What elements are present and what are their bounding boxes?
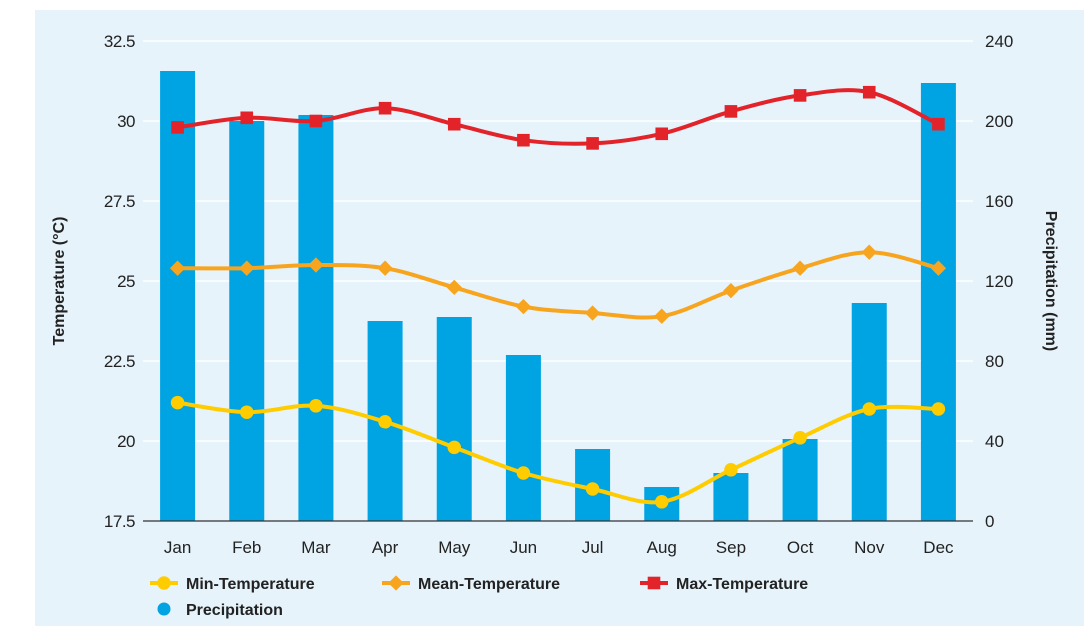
precipitation-bar-dec xyxy=(920,83,956,521)
y-left-tick-label: 17.5 xyxy=(104,512,135,531)
min-temperature-point-apr xyxy=(378,415,392,429)
precipitation-bar-mar xyxy=(298,115,334,521)
legend-label-max-temperature: Max-Temperature xyxy=(676,576,808,593)
max-temperature-point-may xyxy=(447,117,461,131)
y-left-tick-label: 20 xyxy=(117,432,135,451)
max-temperature-point-mar xyxy=(309,114,323,128)
legend-marker-precipitation xyxy=(157,602,171,616)
legend-marker-max-temperature xyxy=(647,576,661,590)
max-temperature-point-apr xyxy=(378,101,392,115)
min-temperature-point-sep xyxy=(724,463,738,477)
precipitation-bar-oct xyxy=(782,439,818,521)
min-temperature-point-nov xyxy=(862,402,876,416)
min-temperature-point-dec xyxy=(931,402,946,416)
precipitation-bar-may xyxy=(436,317,472,521)
mean-temperature-point-dec xyxy=(930,260,947,276)
x-tick-label-mar: Mar xyxy=(301,538,331,557)
mean-temperature-point-jun xyxy=(515,298,532,315)
max-temperature-point-nov xyxy=(862,85,876,99)
x-tick-label-jan: Jan xyxy=(164,538,191,557)
min-temperature-point-mar xyxy=(309,399,323,413)
max-temperature-point-sep xyxy=(724,105,738,118)
mean-temperature-point-mar xyxy=(308,257,324,273)
x-tick-label-oct: Oct xyxy=(787,538,814,557)
y-right-tick-label: 240 xyxy=(985,32,1013,51)
x-tick-label-may: May xyxy=(438,538,471,557)
max-temperature-point-jul xyxy=(586,137,599,150)
precipitation-bar-jun xyxy=(505,355,541,521)
min-temperature-point-oct xyxy=(793,431,807,445)
mean-temperature-point-jan xyxy=(169,260,186,276)
y-right-tick-label: 120 xyxy=(985,272,1013,291)
legend-marker-mean-temperature xyxy=(388,575,404,591)
max-temperature-point-feb xyxy=(240,111,254,125)
max-temperature-point-aug xyxy=(655,127,669,141)
y-left-tick-label: 32.5 xyxy=(104,32,135,51)
min-temperature-point-jan xyxy=(170,395,185,410)
x-tick-label-apr: Apr xyxy=(372,538,399,557)
y-right-tick-label: 80 xyxy=(985,352,1004,371)
legend-marker-min-temperature xyxy=(157,576,171,590)
y-right-tick-label: 40 xyxy=(985,432,1004,451)
max-temperature-point-jan xyxy=(171,121,184,134)
chart-background xyxy=(35,10,1084,626)
max-temperature-line xyxy=(177,88,940,146)
precipitation-bar-feb xyxy=(229,121,265,521)
max-temperature-point-jun xyxy=(517,133,530,147)
y-left-tick-label: 30 xyxy=(117,112,135,131)
mean-temperature-point-feb xyxy=(239,260,255,276)
min-temperature-point-jun xyxy=(516,466,531,480)
mean-temperature-point-sep xyxy=(723,282,739,299)
min-temperature-point-aug xyxy=(655,495,669,509)
y-right-tick-label: 0 xyxy=(985,512,994,531)
y-left-tick-label: 27.5 xyxy=(104,192,135,211)
max-temperature-point-oct xyxy=(793,89,807,102)
legend-label-min-temperature: Min-Temperature xyxy=(186,576,315,593)
x-tick-label-sep: Sep xyxy=(716,538,746,557)
mean-temperature-point-jul xyxy=(584,305,601,321)
x-tick-label-jun: Jun xyxy=(510,538,537,557)
y-right-tick-label: 160 xyxy=(985,192,1013,211)
x-tick-label-jul: Jul xyxy=(582,538,604,557)
mean-temperature-point-apr xyxy=(377,260,393,276)
precipitation-bar-jan xyxy=(160,71,196,521)
mean-temperature-point-aug xyxy=(654,308,670,324)
min-temperature-point-feb xyxy=(240,405,254,419)
mean-temperature-point-oct xyxy=(792,260,808,276)
legend-label-precipitation: Precipitation xyxy=(186,602,283,619)
max-temperature-point-dec xyxy=(932,117,945,131)
mean-temperature-point-may xyxy=(446,279,462,296)
x-tick-label-feb: Feb xyxy=(232,538,261,557)
min-temperature-point-jul xyxy=(585,482,600,496)
y-right-axis-title: Precipitation (mm) xyxy=(1042,211,1059,351)
x-tick-label-dec: Dec xyxy=(923,538,954,557)
min-temperature-point-may xyxy=(447,440,461,455)
y-left-axis-title: Temperature (°C) xyxy=(51,217,68,346)
x-tick-label-nov: Nov xyxy=(854,538,885,557)
mean-temperature-point-nov xyxy=(861,244,877,260)
x-tick-label-aug: Aug xyxy=(647,538,677,557)
y-left-tick-label: 25 xyxy=(117,272,135,291)
legend-label-mean-temperature: Mean-Temperature xyxy=(418,576,560,593)
y-right-tick-label: 200 xyxy=(985,112,1013,131)
precipitation-bar-sep xyxy=(713,473,749,521)
y-left-tick-label: 22.5 xyxy=(104,352,135,371)
